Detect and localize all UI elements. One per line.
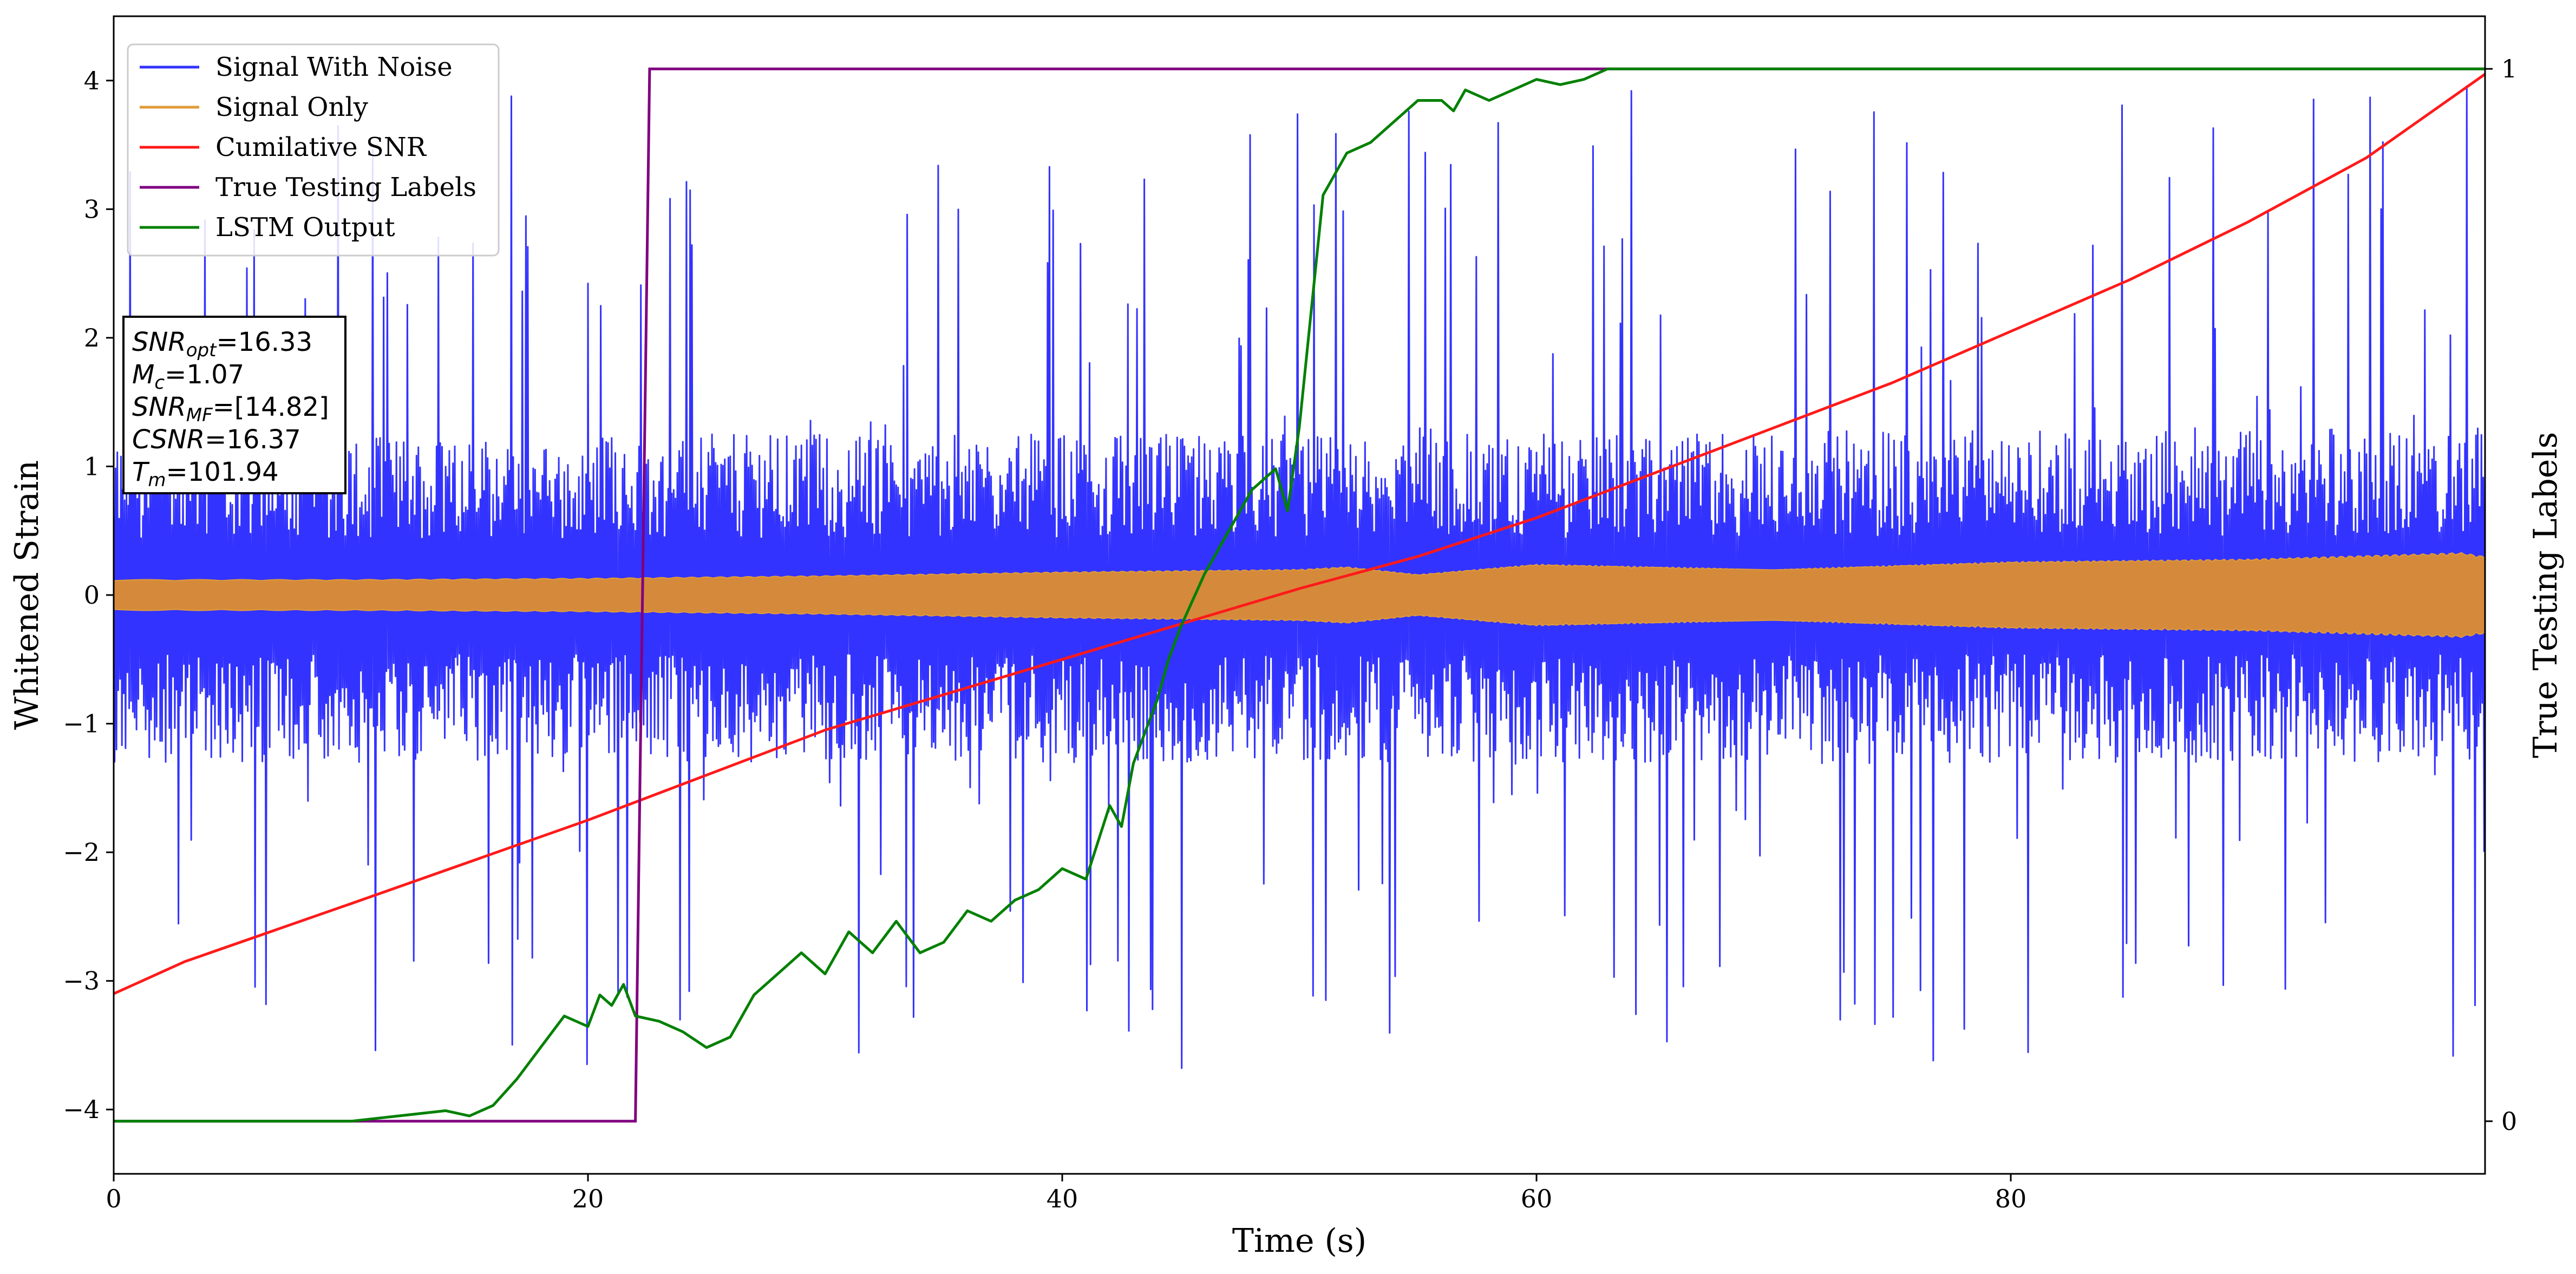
series-signal-only (114, 552, 2485, 638)
x-axis: 0 20 40 60 80 (106, 1174, 2026, 1213)
annotation-line: CSNR=16.37 (132, 424, 301, 455)
x-tick-label: 0 (106, 1184, 121, 1213)
y-axis-right: 01 (2485, 54, 2517, 1136)
y-tick-label: −4 (63, 1095, 100, 1124)
legend-label: LSTM Output (215, 212, 395, 243)
y-tick-label: 1 (84, 452, 100, 481)
series-layer (114, 67, 2485, 1123)
legend-label: Signal Only (215, 92, 368, 122)
x-tick-label: 20 (572, 1184, 604, 1213)
series-lstm-output (114, 67, 2485, 1123)
x-tick-label: 40 (1047, 1184, 1078, 1213)
annotation-line: Tm=101.94 (132, 457, 279, 491)
y-tick-label: −1 (63, 709, 100, 739)
legend-label: Signal With Noise (215, 52, 453, 82)
annotation-line: SNRopt=16.33 (132, 327, 312, 361)
y-axis-label: Whitened Strain (8, 460, 46, 730)
y-tick-label: 4 (84, 66, 100, 95)
x-tick-label: 80 (1995, 1184, 2027, 1213)
y-tick-label-right: 0 (2501, 1107, 2517, 1136)
x-axis-label: Time (s) (1232, 1222, 1367, 1260)
annotation-line: SNRMF=[14.82] (132, 392, 329, 426)
x-tick-label: 60 (1521, 1184, 1553, 1213)
y-axis-left: −4 −3 −2 −1 0 1 2 3 4 (63, 66, 114, 1124)
annotation-box: SNRopt=16.33Mc=1.07SNRMF=[14.82]CSNR=16.… (122, 316, 346, 494)
series-true-testing-labels (114, 67, 2485, 1123)
y-tick-label: −3 (63, 966, 100, 996)
legend-box (127, 43, 500, 257)
y-tick-label: −2 (63, 838, 100, 867)
y-axis-label-right: True Testing Labels (2527, 432, 2565, 759)
y-tick-label: 2 (84, 323, 100, 352)
legend-label: True Testing Labels (215, 172, 476, 202)
y-tick-label: 0 (84, 580, 100, 610)
y-tick-label: 3 (84, 194, 100, 224)
legend-label: Cumilative SNR (215, 132, 427, 162)
y-tick-label-right: 1 (2501, 54, 2517, 83)
annotation-frame (122, 316, 346, 494)
annotation-line: Mc=1.07 (132, 360, 244, 394)
series-cumilative-snr (114, 73, 2485, 995)
legend: Signal With Noise Signal Only Cumilative S… (127, 43, 500, 257)
